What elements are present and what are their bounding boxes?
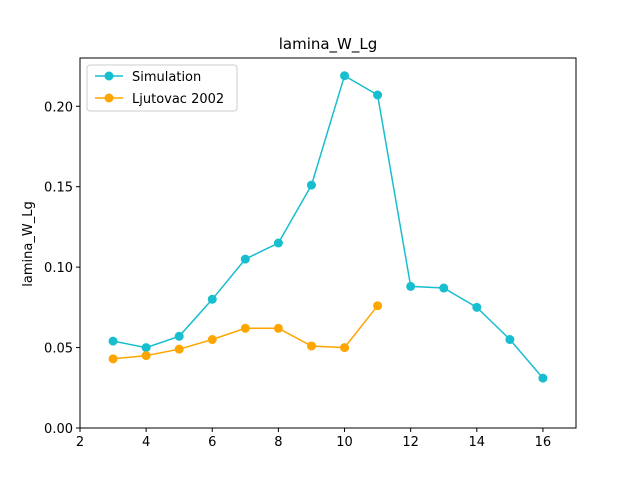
x-tick-label: 8 (274, 435, 282, 450)
y-tick-label: 0.00 (44, 422, 73, 437)
legend-label: Ljutovac 2002 (132, 92, 224, 107)
data-point (373, 90, 383, 100)
data-point (406, 281, 416, 291)
legend-label: Simulation (132, 70, 201, 85)
data-point (273, 238, 283, 248)
x-tick-label: 4 (142, 435, 150, 450)
data-point (340, 343, 350, 353)
data-point (141, 351, 151, 361)
data-point (472, 302, 482, 312)
y-tick-label: 0.15 (44, 181, 73, 196)
data-point (240, 254, 250, 264)
legend: Simulation Ljutovac 2002 (86, 64, 238, 112)
data-point (373, 301, 383, 311)
x-tick-label: 14 (469, 435, 486, 450)
y-tick-label: 0.10 (44, 261, 73, 276)
data-point (174, 331, 184, 341)
data-point (340, 71, 350, 81)
y-tick-label: 0.05 (44, 342, 73, 357)
x-tick-label: 16 (535, 435, 552, 450)
plot-area: 2 4 6 8 10 12 14 16 0.00 0.05 0.10 0.15 0.20 (44, 71, 551, 450)
x-tick-label: 10 (336, 435, 353, 450)
x-tick-label: 6 (208, 435, 216, 450)
data-point (273, 323, 283, 333)
data-point (207, 294, 217, 304)
plot-frame (79, 57, 577, 429)
series-line-0 (112, 74, 544, 379)
data-point (207, 335, 217, 345)
data-point (174, 344, 184, 354)
data-point (108, 354, 118, 364)
y-tick-label: 0.20 (44, 100, 73, 115)
legend-marker (104, 71, 114, 81)
data-point (505, 335, 515, 345)
y-axis-label: lamina_W_Lg (21, 201, 36, 286)
data-point (240, 323, 250, 333)
legend-box (86, 64, 238, 112)
x-tick-label: 2 (76, 435, 84, 450)
data-point (108, 336, 118, 346)
data-point (538, 373, 548, 383)
data-point (141, 343, 151, 353)
data-point (306, 341, 316, 351)
legend-marker (104, 93, 114, 103)
data-point (306, 180, 316, 190)
data-point (439, 283, 449, 293)
chart-title: lamina_W_Lg (279, 35, 378, 54)
x-tick-label: 12 (402, 435, 419, 450)
